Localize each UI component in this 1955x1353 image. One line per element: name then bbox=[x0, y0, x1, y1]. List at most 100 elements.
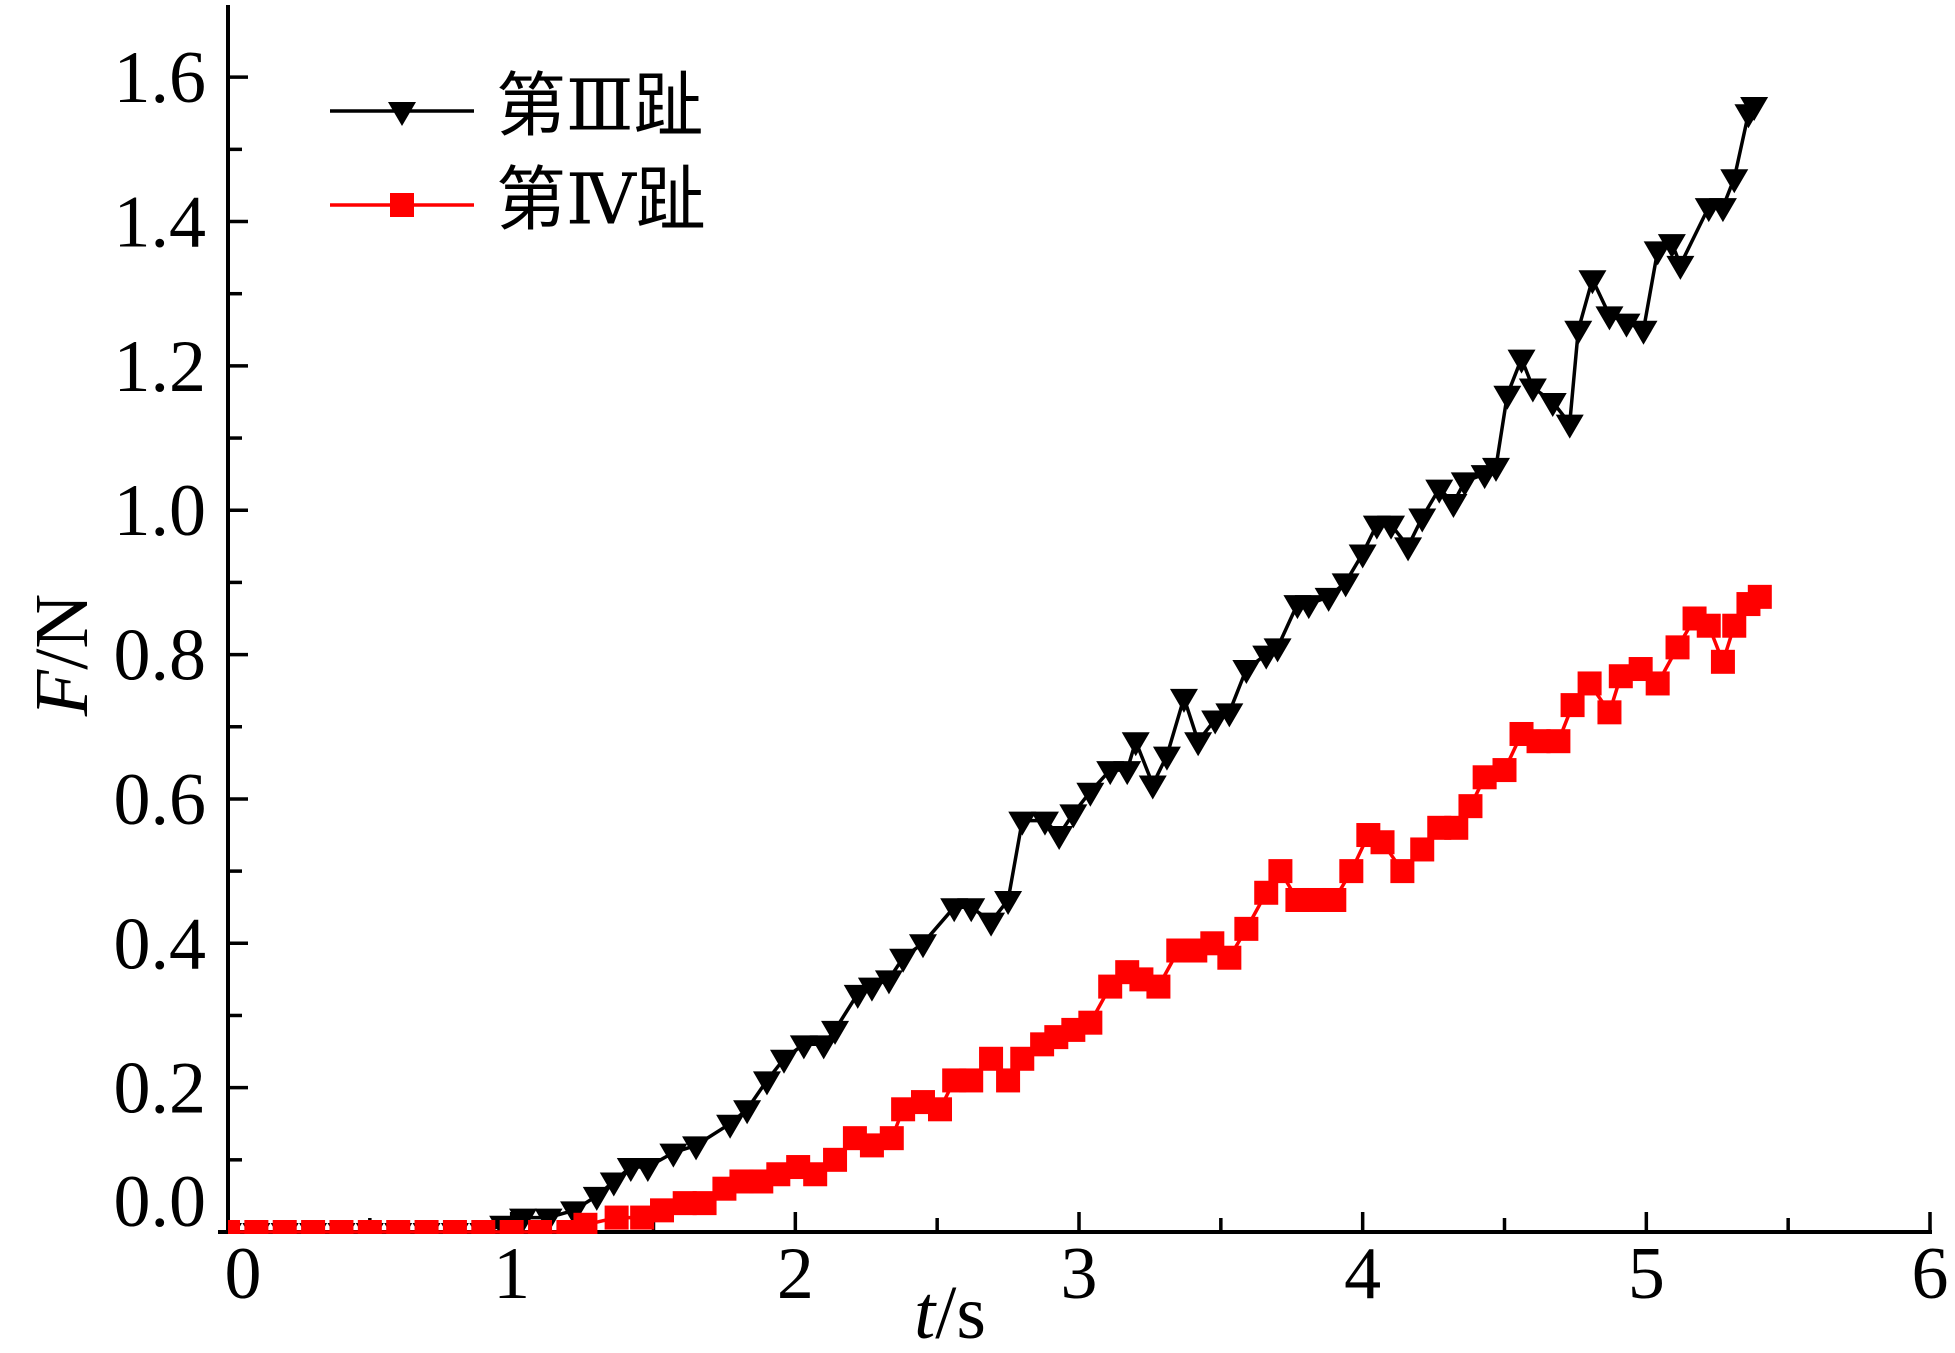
series-2-marker bbox=[1560, 693, 1585, 718]
series-2-marker bbox=[1322, 887, 1347, 912]
series-1-marker bbox=[843, 984, 872, 1009]
series-2-marker bbox=[1010, 1046, 1035, 1071]
series-1-marker bbox=[1708, 198, 1737, 223]
y-tick-label: 0.0 bbox=[114, 1161, 207, 1243]
series-1-marker bbox=[1555, 414, 1584, 439]
series-1-marker bbox=[1595, 306, 1624, 331]
series-1-marker bbox=[1008, 811, 1037, 836]
series-1-marker bbox=[682, 1136, 711, 1161]
series-2-marker bbox=[1444, 815, 1469, 840]
axis-labels: 0.0 0.2 0.4 0.6 0.8 1.0 1.2 1.4 1.6 0 1 2 3 4 5 6 t/s F/N bbox=[20, 37, 1949, 1353]
x-tick-label: 3 bbox=[1061, 1233, 1098, 1315]
y-tick-label: 1.6 bbox=[114, 37, 207, 119]
series-1 bbox=[228, 97, 1769, 1234]
series-1-marker bbox=[874, 970, 903, 995]
y-tick-label: 0.2 bbox=[114, 1048, 207, 1130]
series-1-marker bbox=[1518, 378, 1547, 403]
series-1-marker bbox=[1169, 688, 1198, 713]
x-tick-label: 4 bbox=[1344, 1233, 1381, 1315]
series-1-marker bbox=[659, 1143, 688, 1168]
series-1-marker bbox=[1377, 515, 1406, 540]
series-2-marker bbox=[1492, 758, 1517, 783]
series-1-marker bbox=[789, 1035, 818, 1060]
series-1-marker bbox=[1113, 761, 1142, 786]
legend-label: 第Ⅲ趾 bbox=[496, 69, 704, 146]
series-2-marker bbox=[1410, 837, 1435, 862]
series-2-marker bbox=[823, 1147, 848, 1172]
series-1-marker bbox=[752, 1071, 781, 1096]
series-1-marker bbox=[1263, 638, 1292, 663]
series-1-marker bbox=[1348, 544, 1377, 569]
series-2-marker bbox=[1146, 974, 1171, 999]
plot-area bbox=[228, 97, 1772, 1234]
series-2-marker bbox=[1665, 635, 1690, 660]
series-1-marker bbox=[1643, 241, 1672, 266]
series-2-marker bbox=[1339, 859, 1364, 884]
series-1-marker bbox=[1612, 313, 1641, 338]
series-1-marker bbox=[1425, 479, 1454, 504]
series-1-marker bbox=[1450, 472, 1479, 497]
y-tick-label: 0.8 bbox=[114, 615, 207, 697]
series-2-marker bbox=[1254, 880, 1279, 905]
series-1-marker bbox=[1629, 320, 1658, 345]
series-1-marker bbox=[1152, 746, 1181, 771]
x-tick-label: 1 bbox=[493, 1233, 530, 1315]
series-2-marker bbox=[1710, 649, 1735, 674]
series-2-marker bbox=[573, 1212, 598, 1234]
axes bbox=[218, 5, 1932, 1234]
series-1-marker bbox=[1121, 732, 1150, 757]
y-axis-title: F/N bbox=[20, 594, 104, 717]
x-tick-label: 6 bbox=[1912, 1233, 1949, 1315]
series-1-marker bbox=[1076, 782, 1105, 807]
series-1-marker bbox=[1481, 457, 1510, 482]
series-1-marker bbox=[1408, 508, 1437, 533]
series-2-marker bbox=[471, 1220, 496, 1234]
series-2-marker bbox=[979, 1046, 1004, 1071]
series-1-marker bbox=[994, 890, 1023, 915]
series-1-marker bbox=[733, 1100, 762, 1125]
series-2-marker bbox=[329, 1220, 354, 1234]
series-1-marker bbox=[1184, 732, 1213, 757]
series-1-marker bbox=[633, 1158, 662, 1183]
series-2-marker bbox=[1234, 916, 1259, 941]
series-2-marker bbox=[301, 1220, 326, 1234]
series-2-marker bbox=[244, 1220, 269, 1234]
series-2-marker bbox=[650, 1198, 675, 1223]
y-tick-label: 1.4 bbox=[114, 182, 207, 264]
series-2-marker bbox=[1696, 613, 1721, 638]
series-1-marker bbox=[977, 912, 1006, 937]
legend-marker bbox=[388, 102, 416, 126]
series-1-marker bbox=[1439, 494, 1468, 519]
series-1-marker bbox=[1578, 270, 1607, 295]
series-2-marker bbox=[357, 1220, 382, 1234]
y-tick-label: 1.0 bbox=[114, 470, 207, 552]
series-1-marker bbox=[857, 977, 886, 1002]
legend-item-2: 第Ⅳ趾 bbox=[330, 163, 706, 240]
y-tick-label: 0.6 bbox=[114, 759, 207, 841]
series-2-marker bbox=[604, 1205, 629, 1230]
legend-marker bbox=[390, 193, 414, 217]
series-1-marker bbox=[1394, 537, 1423, 562]
series-1-marker bbox=[1201, 710, 1230, 735]
series-1-marker bbox=[1564, 320, 1593, 345]
series-2-marker bbox=[528, 1220, 553, 1234]
series-2-marker bbox=[1268, 859, 1293, 884]
y-tick-label: 0.4 bbox=[114, 903, 207, 985]
series-1-marker bbox=[1493, 385, 1522, 410]
series-2-marker bbox=[1458, 794, 1483, 819]
series-1-marker bbox=[1666, 255, 1695, 280]
series-1-marker bbox=[1507, 349, 1536, 374]
series-2-marker bbox=[959, 1068, 984, 1093]
series-1-marker bbox=[821, 1020, 850, 1045]
series-2-marker bbox=[228, 1220, 240, 1234]
series-1-marker bbox=[1030, 811, 1059, 836]
series-1-marker bbox=[599, 1172, 628, 1197]
series-1-marker bbox=[908, 934, 937, 959]
series-2-marker bbox=[879, 1126, 904, 1151]
series-2-marker bbox=[1577, 671, 1602, 696]
series-1-marker bbox=[889, 948, 918, 973]
series-1-marker bbox=[1657, 234, 1686, 259]
series-2-marker bbox=[499, 1220, 524, 1234]
series-2-marker bbox=[414, 1220, 439, 1234]
